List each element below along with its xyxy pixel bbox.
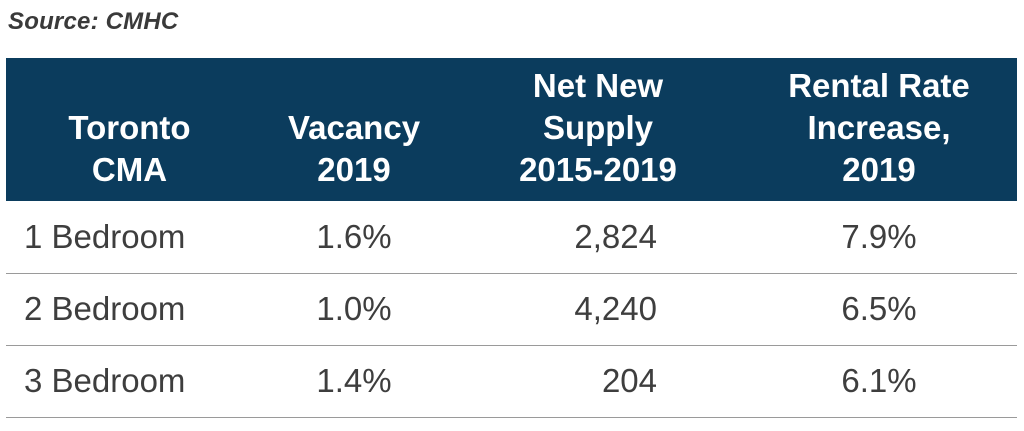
cell-vacancy: 1.6% <box>316 217 392 255</box>
table-row: 3 Bedroom 1.4% 204 6.1% <box>6 345 1017 417</box>
table-row: 2 Bedroom 1.0% 4,240 6.5% <box>6 273 1017 345</box>
header-line: Net New <box>532 67 664 104</box>
header-line: Supply <box>542 109 653 146</box>
cell-rental-rate-increase: 6.5% <box>841 290 917 327</box>
table-header: Toronto CMA Vacancy 2019 Net New Supply … <box>6 58 1017 201</box>
header-net-new-supply: Net New Supply 2015-2019 <box>455 58 741 201</box>
table-row: 1 Bedroom 1.6% 2,824 7.9% <box>6 201 1017 273</box>
cell-net-new-supply: 4,240 <box>574 290 657 327</box>
cell-unit-type: 1 Bedroom <box>24 217 186 255</box>
cell-vacancy: 1.0% <box>316 290 392 327</box>
header-line: 2015-2019 <box>519 151 677 188</box>
header-toronto-cma: Toronto CMA <box>6 58 253 201</box>
header-vacancy: Vacancy 2019 <box>253 58 455 201</box>
header-line: Increase, <box>807 109 951 146</box>
header-rental-rate-increase: Rental Rate Increase, 2019 <box>741 58 1017 201</box>
header-line: 2019 <box>842 151 916 188</box>
header-line: Vacancy <box>287 109 421 146</box>
table-body: 1 Bedroom 1.6% 2,824 7.9% 2 Bedroom 1.0%… <box>6 201 1017 417</box>
cell-rental-rate-increase: 6.1% <box>841 362 917 399</box>
header-line: Rental Rate <box>788 67 970 104</box>
cell-net-new-supply: 2,824 <box>574 217 657 255</box>
cell-rental-rate-increase: 7.9% <box>841 217 917 255</box>
cell-unit-type: 2 Bedroom <box>24 290 186 327</box>
cell-vacancy: 1.4% <box>316 362 392 399</box>
header-line: Toronto <box>68 109 191 146</box>
cell-unit-type: 3 Bedroom <box>24 362 186 399</box>
header-line: 2019 <box>317 151 391 188</box>
header-line: CMA <box>91 151 168 188</box>
source-caption: Source: CMHC <box>8 8 179 35</box>
cell-net-new-supply: 204 <box>601 362 657 399</box>
rental-data-table: Toronto CMA Vacancy 2019 Net New Supply … <box>6 58 1017 418</box>
header-row: Toronto CMA Vacancy 2019 Net New Supply … <box>6 58 1017 201</box>
